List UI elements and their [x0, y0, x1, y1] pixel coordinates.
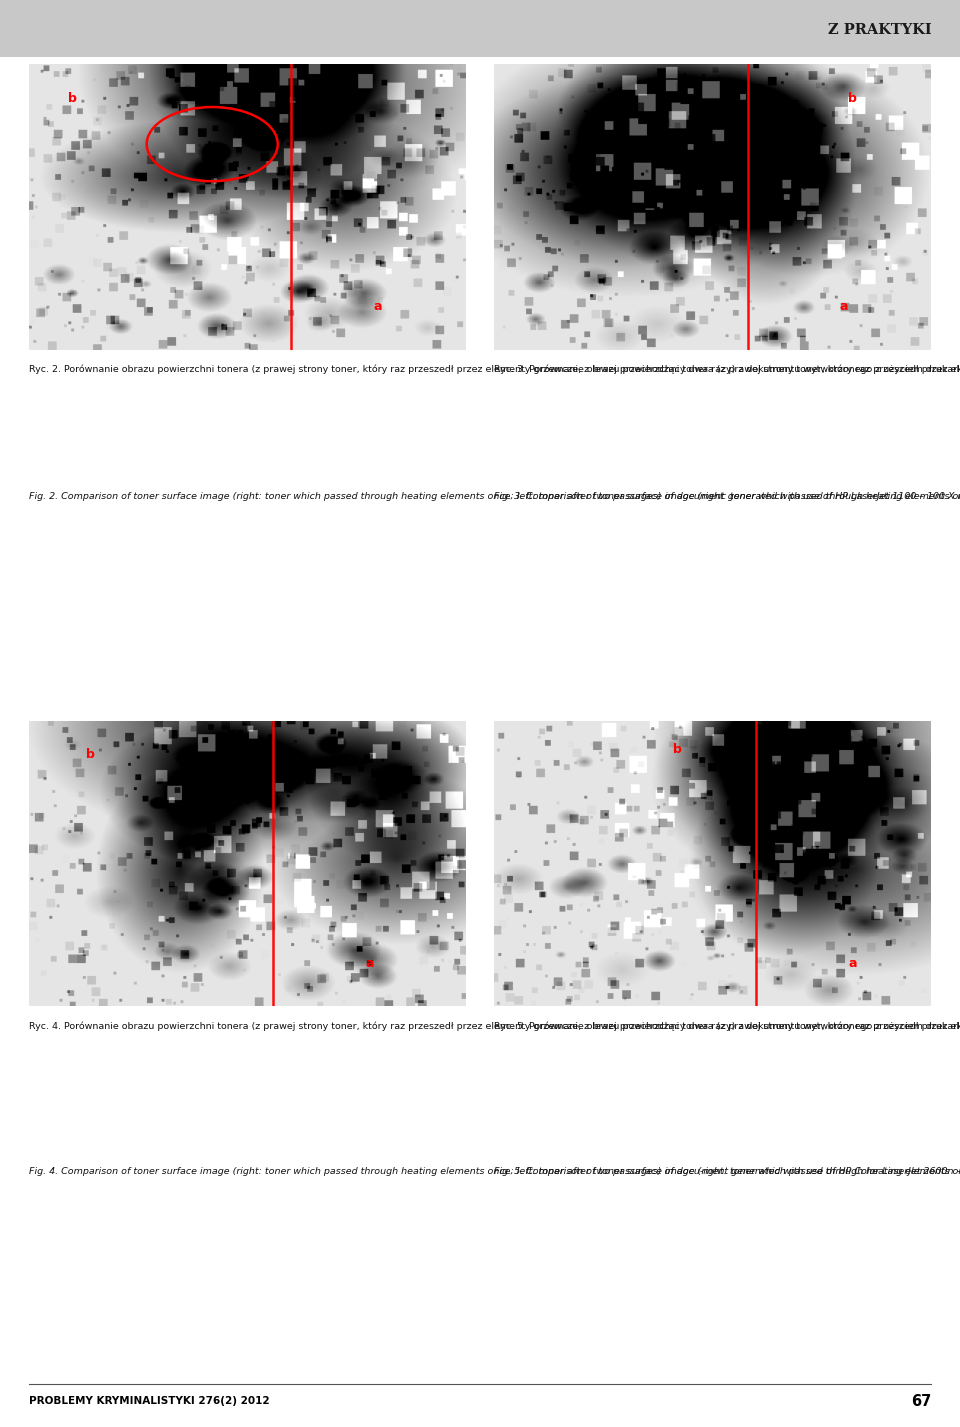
Text: Ryc. 4. Porównanie obrazu powierzchni tonera (z prawej strony toner, który raz p: Ryc. 4. Porównanie obrazu powierzchni to…	[29, 1022, 960, 1032]
Text: Fig. 3. Comparison of toner surface image (right: toner which passed through hea: Fig. 3. Comparison of toner surface imag…	[494, 492, 960, 501]
Text: b: b	[68, 91, 77, 106]
Text: a: a	[365, 956, 373, 970]
Text: a: a	[840, 300, 848, 314]
Text: b: b	[848, 91, 857, 106]
Text: Ryc. 2. Porównanie obrazu powierzchni tonera (z prawej strony toner, który raz p: Ryc. 2. Porównanie obrazu powierzchni to…	[29, 365, 960, 374]
Text: b: b	[673, 742, 683, 756]
Text: Fig. 4. Comparison of toner surface image (right: toner which passed through hea: Fig. 4. Comparison of toner surface imag…	[29, 1167, 960, 1176]
Text: a: a	[374, 300, 382, 314]
Text: Fig. 2. Comparison of toner surface image (right: toner which passed through hea: Fig. 2. Comparison of toner surface imag…	[29, 492, 960, 501]
Text: Ryc. 3. Porównanie obrazu powierzchni tonera (z prawej strony toner, który raz p: Ryc. 3. Porównanie obrazu powierzchni to…	[494, 365, 960, 374]
Text: a: a	[849, 956, 857, 970]
Text: PROBLEMY KRYMINALISTYKI 276(2) 2012: PROBLEMY KRYMINALISTYKI 276(2) 2012	[29, 1396, 270, 1407]
FancyBboxPatch shape	[0, 0, 960, 57]
Text: Ryc. 5. Porównanie obrazu powierzchni tonera (z prawej strony toner, który raz p: Ryc. 5. Porównanie obrazu powierzchni to…	[494, 1022, 960, 1032]
Text: Z PRAKTYKI: Z PRAKTYKI	[828, 23, 931, 37]
Text: 67: 67	[911, 1394, 931, 1408]
Text: b: b	[85, 748, 94, 762]
Text: Fig. 5. Comparison of toner surface image (right: toner which passed through hea: Fig. 5. Comparison of toner surface imag…	[494, 1167, 960, 1176]
